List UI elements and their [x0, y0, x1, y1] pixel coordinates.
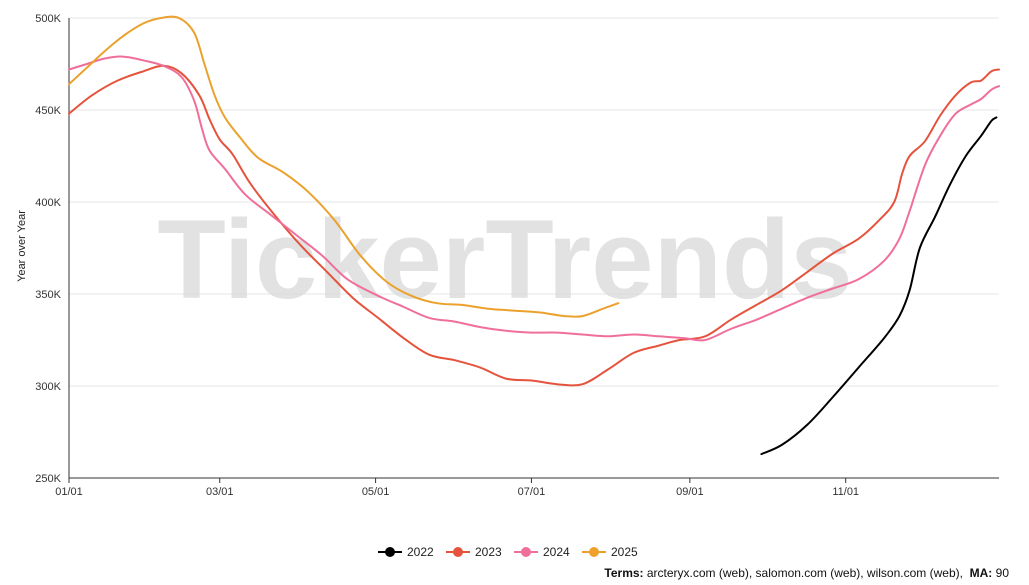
x-tick-label: 07/01 [518, 486, 546, 498]
x-tick-label: 03/01 [206, 486, 234, 498]
legend-marker-icon [589, 547, 599, 557]
series-line-2025 [68, 15, 620, 318]
watermark: TickerTrends [157, 197, 852, 322]
legend-label: 2022 [407, 545, 434, 559]
y-axis-title: Year over Year [16, 210, 28, 282]
axes: 250K 300K 350K 400K 450K 500K 01/01 03/01 05/01 0… [35, 13, 999, 498]
legend-marker-icon [385, 547, 395, 557]
legend-marker-icon [453, 547, 463, 557]
legend-label: 2023 [475, 545, 502, 559]
series-line-2023 [68, 64, 1000, 387]
legend-item-2023[interactable]: 2023 [446, 545, 502, 559]
series-line-2024 [68, 55, 1000, 342]
legend-marker-icon [521, 547, 531, 557]
y-tick-label: 500K [35, 13, 61, 25]
y-tick-label: 250K [35, 473, 61, 485]
legend-item-2022[interactable]: 2022 [378, 545, 434, 559]
ma-label: MA: [969, 566, 993, 580]
legend-item-2024[interactable]: 2024 [514, 545, 570, 559]
x-tick-label: 05/01 [362, 486, 390, 498]
x-tick-label: 09/01 [676, 486, 704, 498]
ma-value: 90 [995, 566, 1009, 580]
series-line-2022 [760, 116, 998, 456]
y-tick-label: 350K [35, 289, 61, 301]
y-tick-label: 300K [35, 381, 61, 393]
legend-label: 2025 [611, 545, 638, 559]
legend-item-2025[interactable]: 2025 [582, 545, 638, 559]
legend: 2022 2023 2024 2025 [378, 545, 638, 559]
series-lines [68, 15, 1000, 456]
terms-value: arcteryx.com (web), salomon.com (web), w… [646, 566, 963, 580]
terms-footer: Terms: arcteryx.com (web), salomon.com (… [604, 566, 1009, 580]
x-tick-label: 01/01 [55, 486, 83, 498]
y-tick-label: 450K [35, 105, 61, 117]
terms-label: Terms: [604, 566, 644, 580]
legend-label: 2024 [543, 545, 570, 559]
y-tick-label: 400K [35, 197, 61, 209]
x-tick-label: 11/01 [832, 486, 859, 498]
